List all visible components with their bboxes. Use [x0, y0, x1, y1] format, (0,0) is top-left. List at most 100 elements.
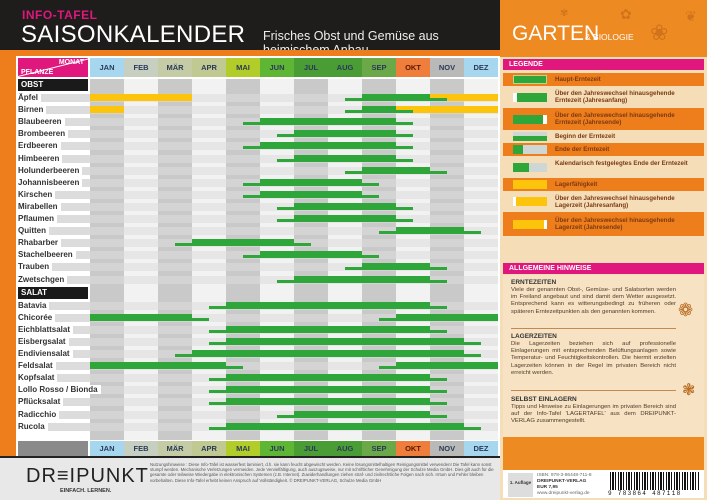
- header: INFO-TAFEL SAISONKALENDER Frisches Obst …: [0, 0, 500, 57]
- harvest-edge-bar: [379, 366, 396, 370]
- plant-name: Mirabellen: [18, 201, 61, 212]
- plant-name: Erdbeeren: [18, 140, 61, 151]
- harvest-edge-bar: [396, 158, 413, 162]
- plant-name: Stachelbeeren: [18, 249, 76, 260]
- harvest-edge-bar: [243, 182, 260, 186]
- harvest-edge-bar: [430, 329, 447, 333]
- legend-swatch: [513, 145, 547, 154]
- legend-item-begin: Beginn der Erntezeit: [503, 130, 704, 143]
- month-header-sep: SEP: [362, 441, 396, 456]
- table-row: Rucola: [18, 421, 498, 433]
- section-obst: OBST: [18, 79, 88, 91]
- publisher-name: DREIPUNKT-VERLAG: [537, 479, 587, 484]
- harvest-bar: [260, 251, 362, 259]
- name-bg: [18, 263, 90, 272]
- month-header-mär: MÄR: [158, 441, 192, 456]
- plant-name: Blaubeeren: [18, 116, 65, 127]
- legend-label: Kalendarisch festgelegtes Ende der Ernte…: [555, 160, 688, 167]
- legend-swatch: [513, 114, 547, 124]
- plant-name-text: Zwetschgen: [18, 274, 68, 284]
- row-track: [90, 263, 498, 272]
- page-title: SAISONKALENDER: [21, 21, 246, 48]
- legend-label: Haupt-Erntezeit: [555, 76, 601, 83]
- harvest-bar: [396, 313, 498, 321]
- table-row: Eisbergsalat: [18, 336, 498, 348]
- plant-name-text: Eisbergsalat: [18, 336, 69, 346]
- harvest-bar: [90, 313, 192, 321]
- hints-title: ALLGEMEINE HINWEISE: [503, 263, 704, 274]
- plant-name: Batavia: [18, 300, 50, 311]
- harvest-bar: [362, 166, 430, 174]
- table-row: Endiviensalat: [18, 348, 498, 360]
- harvest-edge-bar: [243, 146, 260, 150]
- hint-text-erntezeiten: Viele der genannten Obst-, Gemüse- und S…: [511, 287, 676, 315]
- harvest-bar: [294, 410, 430, 418]
- harvest-edge-bar: [277, 134, 294, 138]
- plant-name: Kopfsalat: [18, 372, 58, 383]
- butterfly-icon: ❦: [685, 8, 697, 24]
- legend-label: Über den Jahreswechsel hinausgehende Ern…: [555, 90, 675, 104]
- plant-name-text: Stachelbeeren: [18, 250, 76, 260]
- month-header-sep: SEP: [362, 58, 396, 77]
- month-header-jul: JUL: [294, 58, 328, 77]
- harvest-bar: [226, 398, 430, 406]
- ornament-band: [503, 437, 704, 470]
- table-row: Brombeeren: [18, 128, 498, 140]
- publisher-logo: DR≡IPUNKT: [26, 465, 149, 487]
- plant-name: Endiviensalat: [18, 348, 73, 359]
- flower-icon: ✾: [560, 8, 569, 19]
- plant-name: Kirschen: [18, 189, 56, 200]
- legend-swatch: [513, 92, 547, 102]
- harvest-bar: [294, 275, 430, 283]
- name-bg: [18, 301, 90, 310]
- harvest-edge-bar: [345, 98, 362, 101]
- month-header-apr: APR: [192, 58, 226, 77]
- plant-name-text: Brombeeren: [18, 129, 69, 139]
- harvest-edge-bar: [464, 341, 481, 345]
- legend-title: LEGENDE: [503, 59, 704, 70]
- legend-swatch: [513, 180, 547, 189]
- website: www.dreipunkt-verlag.de: [537, 491, 590, 496]
- harvest-edge-bar: [430, 170, 447, 174]
- flower-icon: ✿: [620, 6, 632, 22]
- plant-name-text: Rhabarber: [18, 238, 62, 248]
- orange-divider: [0, 50, 500, 56]
- harvest-edge-bar: [430, 390, 447, 394]
- month-header-jan: JAN: [90, 58, 124, 77]
- month-header-jul: JUL: [294, 441, 328, 456]
- plant-name: Rucola: [18, 421, 48, 432]
- harvest-edge-bar: [362, 194, 379, 198]
- table-row: Zwetschgen: [18, 274, 498, 286]
- harvest-edge-bar: [192, 317, 209, 321]
- month-header-feb: FEB: [124, 441, 158, 456]
- harvest-bar: [294, 130, 396, 138]
- table-row: Birnen: [18, 104, 498, 116]
- harvest-edge-bar: [396, 110, 413, 114]
- harvest-bar: [396, 227, 464, 235]
- month-header-jan: JAN: [90, 441, 124, 456]
- row-track: [90, 227, 498, 236]
- plant-name: Zwetschgen: [18, 274, 68, 285]
- harvest-edge-bar: [226, 366, 243, 370]
- bottom-corner: [18, 441, 88, 456]
- harvest-bar: [90, 362, 226, 370]
- harvest-edge-bar: [209, 426, 226, 430]
- legend-label: Beginn der Erntezeit: [555, 133, 616, 140]
- harvest-edge-bar: [464, 426, 481, 430]
- plant-name: Lollo Rosso / Bionda: [18, 384, 101, 395]
- plant-axis-label: PFLANZE: [21, 69, 54, 76]
- month-header-nov: NOV: [430, 58, 464, 77]
- harvest-bar: [260, 190, 362, 198]
- month-header-mai: MAI: [226, 441, 260, 456]
- legend-item-main: Haupt-Erntezeit: [503, 73, 704, 86]
- harvest-edge-bar: [175, 354, 192, 357]
- table-row: Feldsalat: [18, 360, 498, 372]
- month-header-okt: OKT: [396, 58, 430, 77]
- harvest-edge-bar: [396, 134, 413, 138]
- month-header-jun: JUN: [260, 441, 294, 456]
- hint-heading-lagerzeiten: LAGERZEITEN: [511, 333, 557, 340]
- ornament-icon: ❁: [678, 300, 694, 320]
- plant-name-text: Äpfel: [18, 93, 41, 102]
- plant-name: Brombeeren: [18, 128, 69, 139]
- table-row: Äpfel: [18, 92, 498, 104]
